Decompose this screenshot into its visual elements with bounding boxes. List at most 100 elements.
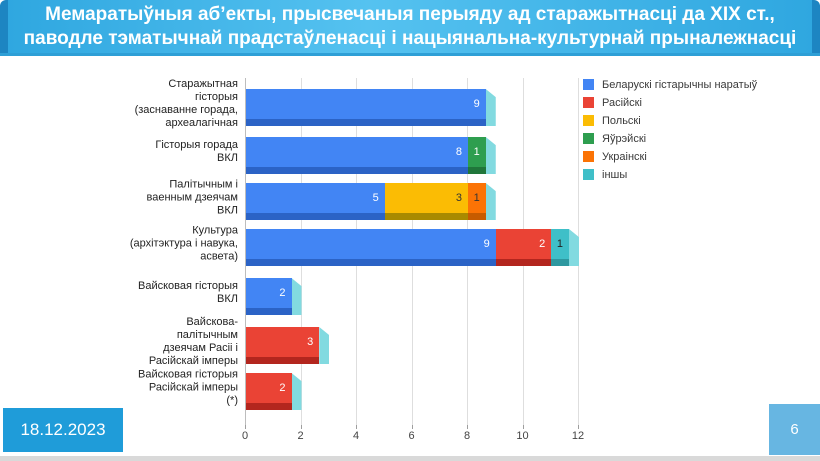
legend-item: Польскі — [583, 115, 757, 127]
category-label-line: ВКЛ — [217, 152, 238, 164]
bar-3d-cap — [485, 137, 496, 174]
bar-value-label: 3 — [307, 336, 314, 348]
bar-segment: 2 — [246, 278, 292, 315]
category-label: Вайсковая гісторыя Расійскай імперы (*) — [0, 369, 238, 408]
bar-segment: 1 — [468, 137, 486, 174]
bar-value-label: 9 — [473, 98, 480, 110]
category-label-line: ВКЛ — [217, 293, 238, 305]
legend-item: іншы — [583, 168, 757, 181]
x-axis-tick — [467, 425, 468, 429]
category-label-line: Вайсковая гісторыя — [138, 368, 238, 381]
bar-3d-cap — [569, 229, 579, 266]
x-axis-tick — [522, 425, 524, 429]
x-axis-tick-label: 8 — [463, 430, 471, 442]
x-axis-tick-label: 2 — [297, 430, 304, 442]
legend-swatch-icon — [583, 151, 594, 162]
bar-value-label: 1 — [473, 146, 480, 158]
category-label-line: Палітычным і — [169, 178, 238, 191]
bar-segment: 2 — [246, 373, 292, 410]
category-label-line: Гісторыя горада — [155, 139, 238, 151]
bar-segment-shadow — [246, 119, 486, 126]
bar-segment: 8 — [246, 137, 468, 174]
category-label-line: (*) — [226, 394, 238, 407]
bar-segment-shadow — [246, 259, 496, 266]
slide-title-line-1: Мемаратыўныя аб’екты, прысвечаныя перыяд… — [45, 3, 775, 25]
bar-value-label: 2 — [539, 238, 546, 250]
bar-segment: 5 — [246, 183, 385, 220]
legend-item: Украінскі — [583, 150, 757, 163]
bar-segment: 3 — [246, 327, 320, 364]
category-label-line: археалагічная — [165, 117, 238, 129]
category-label: Вайсковая гісторыя ВКЛ — [0, 280, 238, 306]
category-label-line: Старажытная — [168, 78, 238, 90]
category-label-line: асвета) — [200, 250, 238, 263]
category-label-line: Вайсковая гісторыя — [138, 280, 238, 292]
bar-segment-shadow — [384, 213, 468, 220]
page-number-badge: 6 — [769, 404, 820, 455]
x-axis-tick — [245, 425, 246, 429]
bar-segment-shadow — [246, 167, 468, 174]
bar-segment: 2 — [495, 229, 552, 266]
legend-swatch-icon — [583, 79, 594, 90]
legend-item: Расійскі — [583, 97, 757, 109]
category-label-line: Расійскай імперы — [148, 381, 238, 394]
bar-row: 3 — [246, 327, 330, 364]
title-banner: Мемаратыўныя аб’екты, прысвечаныя перыяд… — [0, 0, 820, 53]
bar-segment-shadow — [246, 213, 385, 220]
category-label-line: Вайскова- — [186, 316, 238, 328]
slide-title-line-2: паводле тэматычнай прадстаўленасці і нац… — [23, 27, 797, 49]
legend-item: Яўрэйскі — [583, 132, 757, 145]
legend-label: іншы — [602, 168, 628, 181]
category-label-line: палітычным — [176, 329, 238, 341]
bar-segment: 1 — [468, 183, 486, 220]
bar-segment: 3 — [384, 183, 468, 220]
x-axis-tick — [300, 425, 302, 429]
bar-segment: 9 — [246, 89, 486, 126]
legend-swatch-icon — [583, 133, 594, 144]
bar-value-label: 1 — [473, 192, 480, 204]
x-axis-tick-label: 0 — [241, 430, 249, 442]
bar-segment-shadow — [246, 357, 320, 364]
bar-3d-cap — [319, 327, 330, 364]
bar-row: 2 — [246, 278, 302, 315]
category-label-line: Расійскай імперы — [148, 355, 238, 367]
bar-row: 9 — [246, 89, 496, 126]
legend-label: Беларускі гістарычны наратыў — [602, 78, 758, 91]
x-axis-tick — [578, 425, 579, 429]
bar-segment: 1 — [551, 229, 569, 266]
bar-3d-cap — [291, 373, 302, 410]
bar-segment-shadow — [246, 403, 292, 410]
category-label-line: ВКЛ — [217, 204, 238, 217]
bar-3d-cap — [485, 89, 496, 126]
legend-label: Яўрэйскі — [602, 132, 647, 145]
footer-strip — [0, 456, 820, 461]
legend-swatch-icon — [583, 115, 594, 126]
legend-label: Украінскі — [602, 150, 647, 163]
category-label-line: (архітэктура і навука, — [129, 237, 238, 250]
bar-value-label: 2 — [279, 287, 286, 299]
bar-segment: 9 — [246, 229, 496, 266]
bar-segment-shadow — [495, 259, 552, 266]
legend-swatch-icon — [583, 169, 594, 180]
category-label: Вайскова-палітычным дзеячам Расіі і Расійс… — [0, 316, 238, 368]
bar-value-label: 3 — [455, 192, 462, 204]
y-axis-line — [245, 78, 246, 425]
x-axis-tick-label: 12 — [571, 430, 585, 442]
category-label-line: ваенным дзеячам — [146, 191, 238, 204]
bar-value-label: 1 — [556, 238, 563, 250]
bar-segment-shadow — [468, 167, 486, 174]
bar-segment-shadow — [468, 213, 486, 220]
legend-swatch-icon — [583, 97, 594, 108]
date-badge: 18.12.2023 — [3, 408, 123, 452]
category-label-line: Культура — [192, 224, 238, 237]
x-axis-tick-label: 6 — [408, 430, 415, 442]
legend-item: Беларускі гістарычны наратыў — [583, 78, 758, 91]
x-axis-tick — [356, 425, 357, 429]
bar-segment-shadow — [551, 259, 569, 266]
bar-value-label: 2 — [279, 382, 286, 394]
category-label: Культура (архітэктура і навука, асвета) — [0, 225, 238, 264]
